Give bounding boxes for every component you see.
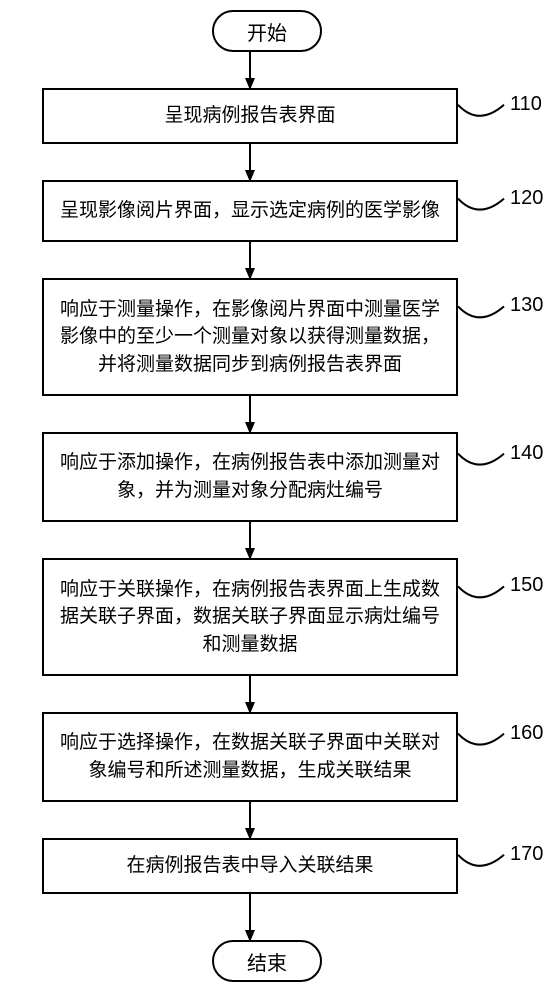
- step-box-150: 响应于关联操作，在病例报告表界面上生成数据关联子界面，数据关联子界面显示病灶编号…: [42, 558, 458, 676]
- end-terminator: 结束: [212, 940, 322, 982]
- step-text: 呈现影像阅片界面，显示选定病例的医学影像: [60, 197, 440, 225]
- step-id-label: 110: [510, 93, 542, 116]
- step-text: 响应于关联操作，在病例报告表界面上生成数据关联子界面，数据关联子界面显示病灶编号…: [54, 576, 446, 659]
- start-label: 开始: [247, 17, 287, 46]
- step-box-110: 呈现病例报告表界面: [42, 88, 458, 144]
- step-text: 在病例报告表中导入关联结果: [126, 852, 373, 880]
- step-id-label: 130: [510, 294, 543, 317]
- end-label: 结束: [247, 947, 287, 976]
- step-text: 响应于选择操作，在数据关联子界面中关联对象编号和所述测量数据，生成关联结果: [54, 729, 446, 784]
- step-box-170: 在病例报告表中导入关联结果: [42, 838, 458, 894]
- flowchart-canvas: 开始 呈现病例报告表界面 呈现影像阅片界面，显示选定病例的医学影像 响应于测量操…: [0, 0, 559, 1000]
- step-id-label: 170: [510, 843, 543, 866]
- start-terminator: 开始: [212, 10, 322, 52]
- step-box-140: 响应于添加操作，在病例报告表中添加测量对象，并为测量对象分配病灶编号: [42, 432, 458, 522]
- step-text: 呈现病例报告表界面: [164, 102, 335, 130]
- step-id-label: 140: [510, 442, 543, 465]
- step-id-label: 120: [510, 187, 543, 210]
- step-box-120: 呈现影像阅片界面，显示选定病例的医学影像: [42, 180, 458, 242]
- step-id-label: 160: [510, 722, 543, 745]
- step-box-160: 响应于选择操作，在数据关联子界面中关联对象编号和所述测量数据，生成关联结果: [42, 712, 458, 802]
- step-box-130: 响应于测量操作，在影像阅片界面中测量医学影像中的至少一个测量对象以获得测量数据，…: [42, 278, 458, 396]
- step-text: 响应于测量操作，在影像阅片界面中测量医学影像中的至少一个测量对象以获得测量数据，…: [54, 296, 446, 379]
- step-text: 响应于添加操作，在病例报告表中添加测量对象，并为测量对象分配病灶编号: [54, 449, 446, 504]
- step-id-label: 150: [510, 574, 543, 597]
